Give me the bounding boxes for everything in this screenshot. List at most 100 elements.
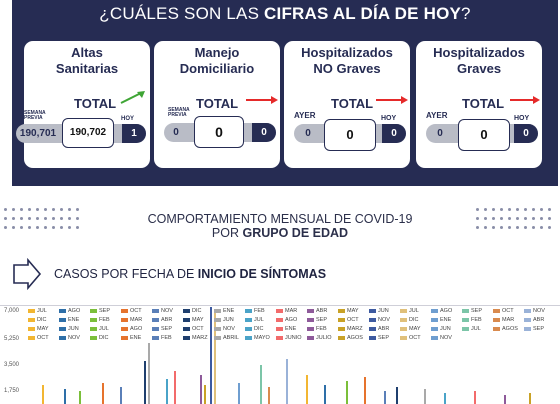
legend-swatch <box>214 317 221 322</box>
dot <box>476 217 479 220</box>
legend-label: ABR <box>161 317 173 323</box>
legend-label: MAR <box>285 308 298 314</box>
dot <box>60 217 63 220</box>
legend-item: SEP <box>152 326 172 332</box>
dot <box>36 208 39 211</box>
legend-label: OCT <box>502 308 514 314</box>
legend-swatch <box>121 317 128 322</box>
legend-item: NOV <box>59 335 80 341</box>
legend-label: AGOS <box>502 326 518 332</box>
dot <box>484 226 487 229</box>
bar <box>384 391 386 404</box>
legend-item: AGO <box>59 308 80 314</box>
prev-value: 190,701 <box>19 128 57 139</box>
legend-item: SEP <box>307 317 327 323</box>
legend-swatch <box>462 326 469 331</box>
legend-item: ENE <box>431 317 451 323</box>
dot <box>492 217 495 220</box>
card-hospitalizados-no-graves: Hospitalizados NO Graves TOTAL AYER HOY … <box>284 41 410 168</box>
legend-label: JUL <box>409 308 419 314</box>
legend-label: JUNIO <box>285 335 302 341</box>
dot <box>4 208 7 211</box>
dot <box>548 217 551 220</box>
legend-item: DIC <box>245 326 263 332</box>
legend-label: NOV <box>68 335 80 341</box>
legend-swatch <box>245 326 252 331</box>
bar <box>166 379 168 404</box>
legend-swatch <box>214 335 221 340</box>
legend-item: FEB <box>90 317 110 323</box>
legend-item: JUL <box>245 317 264 323</box>
dot <box>492 208 495 211</box>
dot <box>508 208 511 211</box>
legend-swatch <box>400 326 407 331</box>
legend-item: FEB <box>152 335 172 341</box>
bar <box>529 393 531 404</box>
legend-item: AGO <box>276 317 297 323</box>
legend-label: SEP <box>99 308 111 314</box>
card-title: Altas Sanitarias <box>55 45 119 76</box>
bar <box>148 343 150 404</box>
legend-item: ABR <box>369 326 389 332</box>
legend-swatch <box>121 326 128 331</box>
dot <box>44 226 47 229</box>
bar <box>79 391 81 404</box>
legend-item: NOV <box>369 317 390 323</box>
legend-swatch <box>431 335 438 340</box>
legend-swatch <box>152 317 159 322</box>
dot <box>20 208 23 211</box>
legend-item: DIC <box>28 317 46 323</box>
legend-item: JULIO <box>307 335 332 341</box>
legend-item: MAY <box>183 317 204 323</box>
legend-swatch <box>307 326 314 331</box>
legend-label: ABR <box>533 317 545 323</box>
legend-label: MAY <box>37 326 49 332</box>
legend-item: NOV <box>524 308 545 314</box>
dot <box>52 208 55 211</box>
dot <box>548 208 551 211</box>
bar <box>364 377 366 404</box>
today-label: HOY <box>514 115 530 122</box>
legend-label: NOV <box>223 326 235 332</box>
prev-value: 0 <box>173 127 179 138</box>
legend-swatch <box>214 326 221 331</box>
legend-swatch <box>183 308 190 313</box>
bar <box>42 385 44 404</box>
legend-label: NOV <box>440 335 452 341</box>
legend-item: JUN <box>369 308 389 314</box>
bar <box>174 371 176 404</box>
card-title: Hospitalizados NO Graves <box>301 45 393 76</box>
legend-item: MAR <box>121 317 142 323</box>
legend-swatch <box>59 326 66 331</box>
dot <box>500 208 503 211</box>
legend-label: ENE <box>68 317 80 323</box>
legend-swatch <box>400 317 407 322</box>
card-title: Hospitalizados Graves <box>433 45 525 76</box>
legend-item: OCT <box>121 308 142 314</box>
legend-label: JUL <box>99 326 109 332</box>
legend-swatch <box>276 326 283 331</box>
legend-swatch <box>431 308 438 313</box>
dot <box>516 208 519 211</box>
legend-item: MAR <box>493 317 514 323</box>
y-tick: 5,250 <box>4 336 20 342</box>
legend-item: JUL <box>28 308 47 314</box>
legend-label: SEP <box>471 308 483 314</box>
dot <box>476 226 479 229</box>
legend-label: MARZ <box>192 335 208 341</box>
legend-swatch <box>338 308 345 313</box>
legend-label: DIC <box>409 317 419 323</box>
dot <box>20 226 23 229</box>
dot <box>12 217 15 220</box>
legend-label: JUN <box>440 326 451 332</box>
legend-label: ABR <box>378 326 390 332</box>
legend-item: OCT <box>183 326 204 332</box>
legend-label: AGO <box>440 308 453 314</box>
today-pill <box>382 124 406 143</box>
legend-swatch <box>338 317 345 322</box>
bar <box>210 307 212 404</box>
arrow-outline-icon <box>13 258 42 290</box>
dot <box>540 217 543 220</box>
legend-swatch <box>245 335 252 340</box>
legend-item: SEP <box>369 335 389 341</box>
